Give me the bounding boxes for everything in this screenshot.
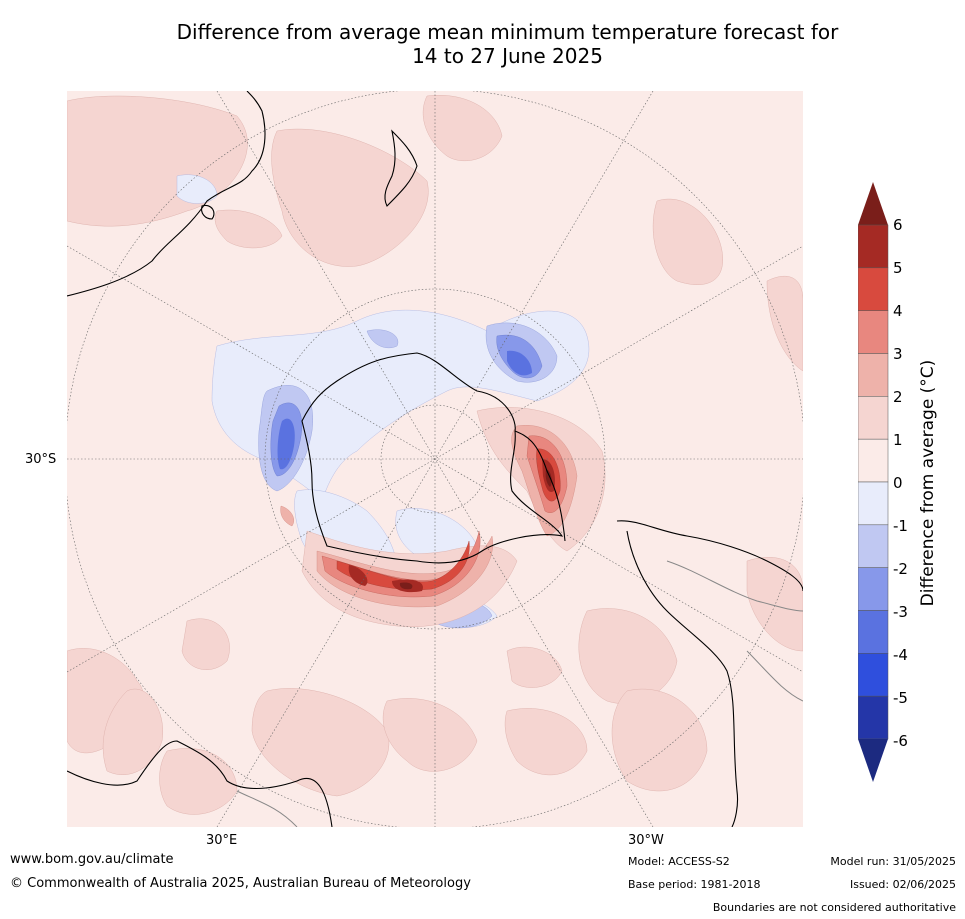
colorbar-label: Difference from average (°C) [918,359,938,607]
colorbar-band [857,438,889,483]
map-title: Difference from average mean minimum tem… [0,20,965,68]
colorbar-bands [857,224,889,740]
coast-antarctic-peninsula [514,430,566,542]
colorbar-band [857,653,889,697]
colorbar-band [857,524,889,568]
graticule [67,91,803,827]
map-title-line2: 14 to 27 June 2025 [412,44,603,68]
map-panel [67,91,803,827]
map-title-line1: Difference from average mean minimum tem… [176,20,839,44]
coastlines [67,91,803,827]
colorbar-band [857,396,889,440]
colorbar-tick: 5 [893,259,903,277]
colorbar-tick: -5 [893,689,908,707]
footer-model-run: Model run: 31/05/2025 [830,855,956,868]
colorbar-band [857,695,889,740]
colorbar-tick: -6 [893,732,908,750]
colorbar-band [857,481,889,526]
colorbar-tick: 1 [893,431,903,449]
colorbar-tick: 2 [893,388,903,406]
coast-antarctica [301,352,564,564]
coast-new-zealand [384,129,418,207]
colorbar-tick: -1 [893,517,908,535]
colorbar-tick: 3 [893,345,903,363]
anomaly-band-minus4-to-minus3 [277,350,532,470]
colorbar [857,182,918,782]
colorbar-band [857,267,889,311]
coast-africa [67,740,333,827]
colorbar-tick: -2 [893,560,908,578]
colorbar-tick: -3 [893,603,908,621]
footer-url[interactable]: www.bom.gov.au/climate [10,852,174,867]
colorbar-band [857,567,889,611]
colorbar-extend-top [858,182,888,225]
anomaly-band-above-6 [399,469,552,590]
footer-base-period: Base period: 1981-2018 [628,878,761,891]
coast-australia [67,91,266,297]
lat-label-30s: 30°S [25,452,57,467]
coast-south-america [616,520,803,827]
coast-tasmania [201,204,215,220]
colorbar-band [857,310,889,354]
colorbar-tick: -4 [893,646,908,664]
polar-map [67,91,803,827]
footer-model: Model: ACCESS-S2 [628,855,730,868]
colorbar-tick: 0 [893,474,903,492]
country-borders [236,560,803,827]
colorbar-tick: 4 [893,302,903,320]
footer-issued: Issued: 02/06/2025 [849,878,956,891]
footer-copyright: © Commonwealth of Australia 2025, Austra… [10,876,471,891]
colorbar-tick: 6 [893,216,903,234]
colorbar-band [857,353,889,397]
colorbar-band [857,224,889,269]
colorbar-band [857,610,889,654]
colorbar-svg [857,182,889,782]
colorbar-extend-bottom [858,739,888,782]
footer-disclaimer: Boundaries are not considered authoritat… [712,901,956,914]
lon-label-30e: 30°E [206,833,238,848]
lon-label-30w: 30°W [628,833,664,848]
